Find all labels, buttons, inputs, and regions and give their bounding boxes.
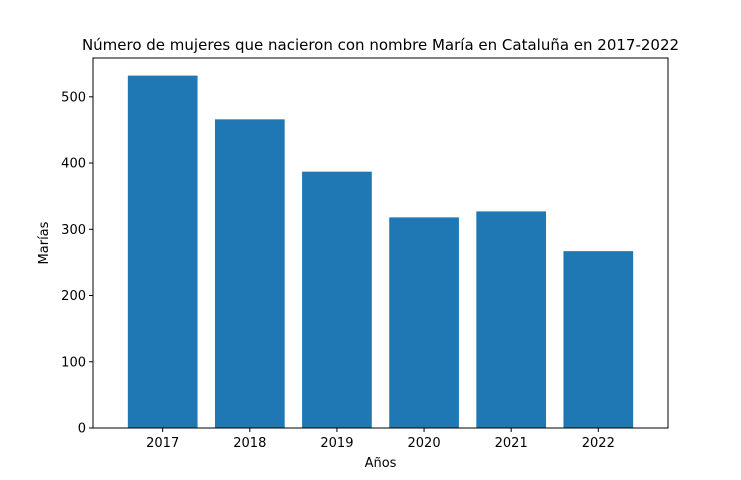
x-tick-label: 2019 — [320, 436, 353, 451]
y-tick-label: 300 — [61, 223, 86, 238]
y-tick-label: 500 — [61, 90, 86, 105]
y-axis-label: Marías — [37, 221, 52, 264]
y-tick-label: 200 — [61, 289, 86, 304]
bar-2022 — [563, 251, 634, 428]
x-tick-label: 2021 — [495, 436, 528, 451]
bar-2019 — [302, 171, 372, 428]
x-tick-label: 2020 — [408, 436, 441, 451]
x-tick-label: 2017 — [146, 436, 179, 451]
x-tick-label: 2022 — [582, 436, 615, 451]
plot-frame — [92, 57, 669, 429]
bars-group — [127, 75, 634, 429]
bar-2020 — [389, 217, 459, 428]
bar-2021 — [476, 211, 547, 428]
bar-2017 — [127, 75, 198, 429]
x-axis-label: Años — [365, 456, 397, 471]
y-tick-label: 100 — [61, 355, 86, 370]
y-axis-ticks: 0 100 200 300 400 500 — [61, 90, 93, 437]
x-tick-label: 2018 — [233, 436, 266, 451]
y-tick-label: 0 — [78, 422, 86, 437]
bar-2018 — [214, 119, 285, 428]
x-axis-ticks: 2017 2018 2019 2020 2021 2022 — [146, 428, 615, 451]
chart-title: Número de mujeres que nacieron con nombr… — [82, 36, 679, 54]
y-tick-label: 400 — [61, 157, 86, 172]
